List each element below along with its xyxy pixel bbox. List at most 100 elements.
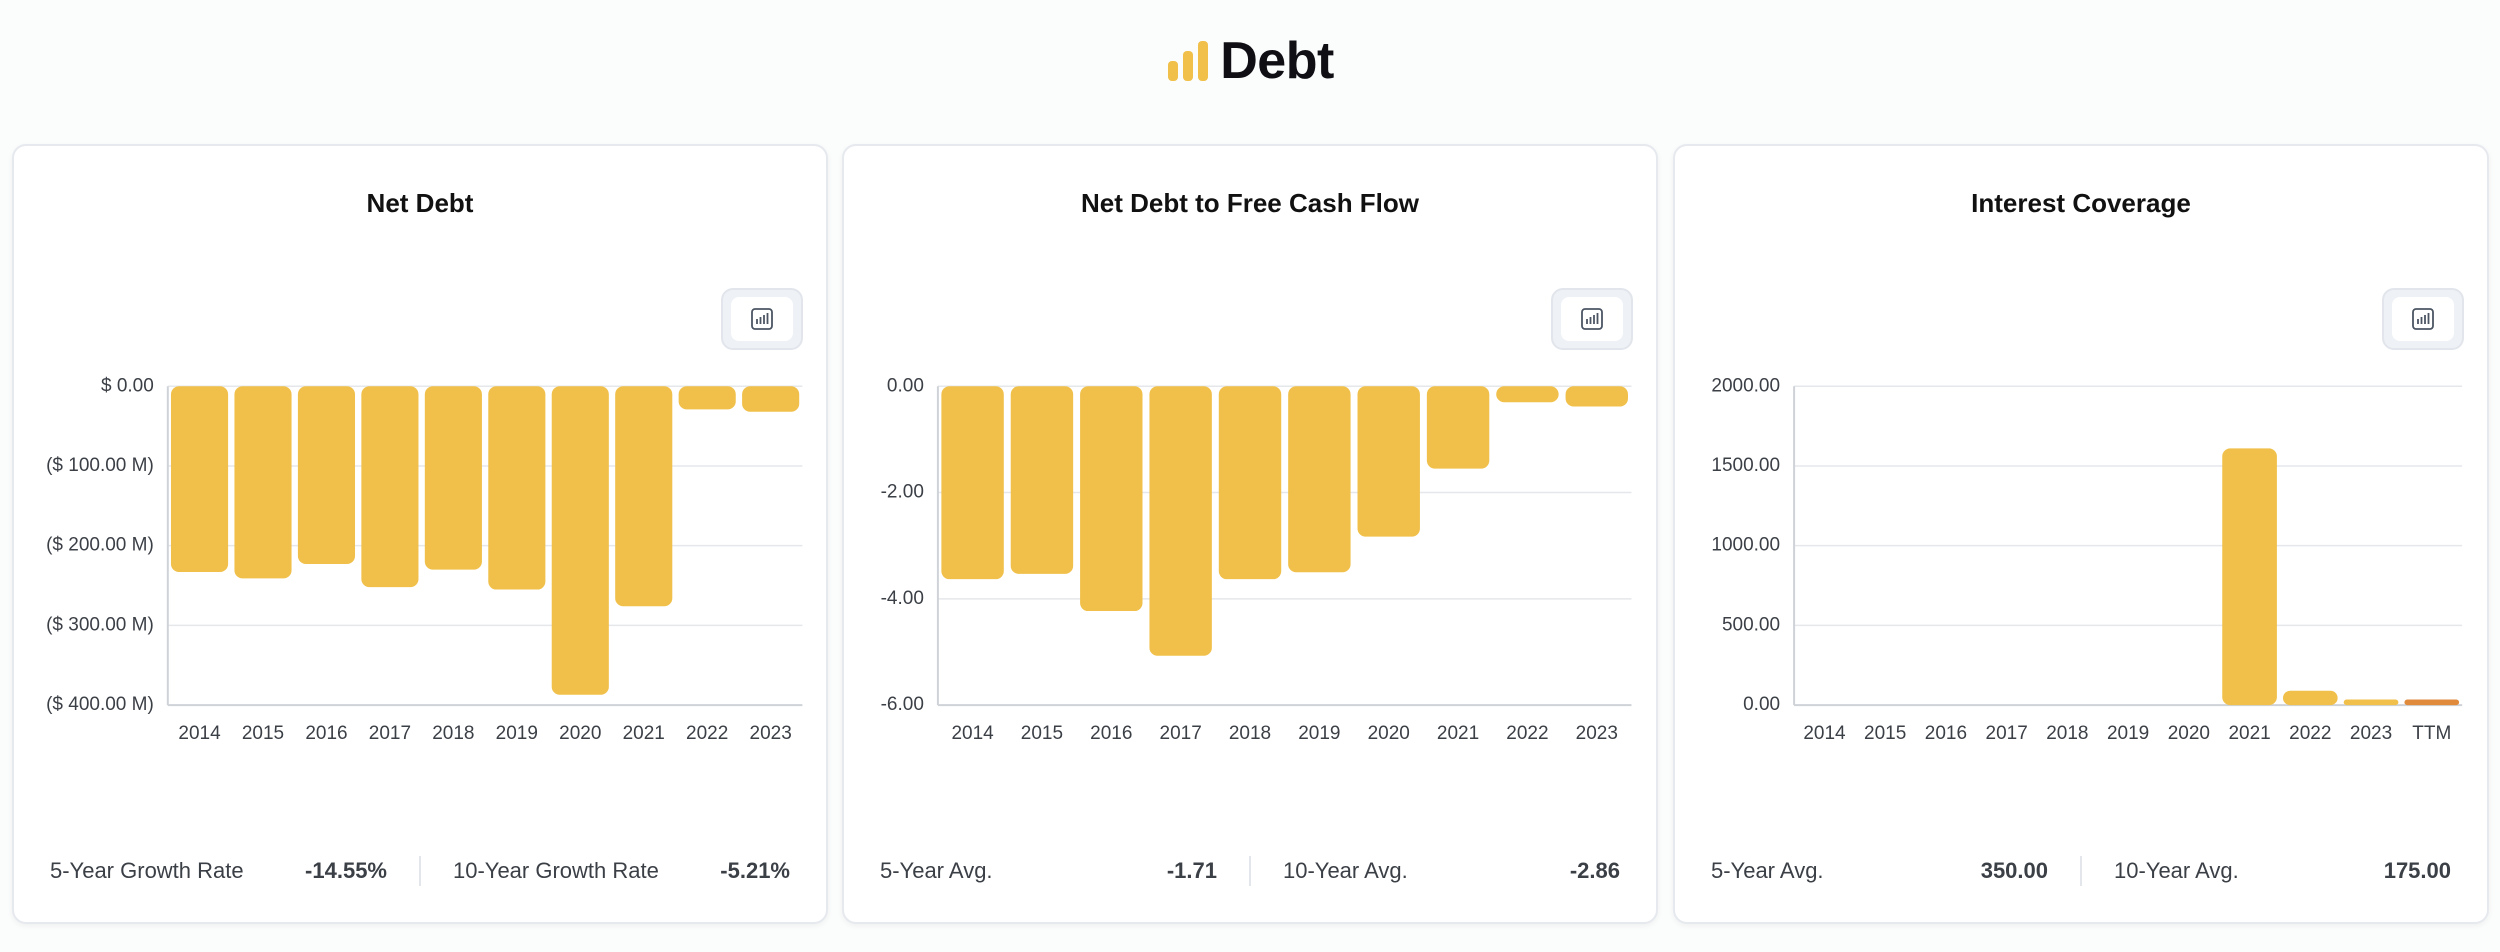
bar: [1565, 386, 1628, 407]
bar: [2282, 690, 2338, 706]
stat-value: -5.21%: [720, 858, 790, 883]
card-title: Interest Coverage: [1971, 188, 2191, 218]
x-tick-label: 2016: [1925, 723, 1967, 744]
chart-icon: [751, 308, 773, 330]
bar: [742, 386, 800, 412]
bar: [2222, 448, 2277, 706]
chart-toggle-button[interactable]: [1551, 288, 1633, 350]
x-tick-label: 2014: [178, 723, 221, 744]
stat-value: -1.71: [1166, 858, 1217, 883]
interest-coverage-chart: 2000.00 1500.00 1000.00 500.00 0.00 2014 2015 2…: [1711, 375, 2463, 744]
x-tick-label: 2022: [2289, 723, 2331, 744]
y-tick-label: -4.00: [881, 588, 924, 609]
bar: [1218, 386, 1282, 580]
x-tick-label: 2020: [1368, 723, 1410, 744]
stat-label: 5-Year Avg.: [1711, 858, 1824, 883]
x-tick-label: 2023: [1576, 723, 1618, 744]
x-tick-label: 2016: [1090, 723, 1132, 744]
stat-value: 350.00: [1980, 858, 2048, 883]
net-debt-chart: $ 0.00 ($ 100.00 M) ($ 200.00 M) ($ 300.00 …: [46, 375, 803, 744]
x-tick-label: 2023: [750, 723, 792, 744]
x-tick-label: TTM: [2412, 723, 2451, 744]
bar: [1149, 386, 1212, 656]
x-tick-label: 2017: [1986, 723, 2028, 744]
x-tick-label: 2017: [369, 723, 411, 744]
x-tick-label: 2021: [2228, 723, 2270, 744]
stat-label: 10-Year Avg.: [1283, 858, 1408, 883]
x-tick-label: 2015: [1021, 723, 1063, 744]
x-tick-label: 2015: [242, 723, 284, 744]
page-title: Debt: [1220, 32, 1334, 90]
bar: [615, 386, 673, 607]
y-tick-label: ($ 300.00 M): [46, 614, 154, 635]
card-footer: 5-Year Avg. 350.00 10-Year Avg. 175.00: [1711, 854, 2451, 888]
divider: [419, 856, 421, 886]
bar: [2404, 699, 2460, 706]
bar: [170, 386, 229, 572]
page-header: Debt: [0, 26, 2500, 96]
y-tick-label: 0.00: [887, 375, 924, 396]
bar: [1080, 386, 1143, 612]
net-debt-card: $ 0.00 ($ 100.00 M) ($ 200.00 M) ($ 300.00 …: [12, 144, 828, 924]
bar: [297, 386, 356, 565]
x-tick-label: 2021: [623, 723, 665, 744]
bar: [488, 386, 546, 590]
x-tick-label: 2020: [2168, 723, 2210, 744]
y-tick-label: 500.00: [1722, 614, 1780, 635]
x-tick-label: 2018: [432, 723, 474, 744]
y-tick-label: 1000.00: [1711, 535, 1780, 556]
stat-label: 10-Year Growth Rate: [453, 858, 659, 883]
card-footer: 5-Year Avg. -1.71 10-Year Avg. -2.86: [880, 854, 1620, 888]
x-tick-label: 2018: [1229, 723, 1271, 744]
bar: [1426, 386, 1490, 469]
x-tick-label: 2020: [559, 723, 601, 744]
y-tick-label: -6.00: [881, 694, 924, 715]
chart-icon: [2412, 308, 2434, 330]
y-tick-label: $ 0.00: [101, 375, 154, 396]
bar-chart-logo-icon: [1168, 41, 1209, 81]
x-tick-label: 2014: [951, 723, 994, 744]
stat-value: 175.00: [2383, 858, 2451, 883]
x-tick-label: 2022: [1506, 723, 1548, 744]
bar: [941, 386, 1004, 580]
x-tick-label: 2018: [2046, 723, 2088, 744]
bar: [234, 386, 292, 579]
y-tick-label: 0.00: [1743, 694, 1780, 715]
bar: [1288, 386, 1351, 573]
y-tick-label: ($ 400.00 M): [46, 694, 154, 715]
x-tick-label: 2022: [686, 723, 728, 744]
chart-toggle-button[interactable]: [2382, 288, 2464, 350]
card-title: Net Debt: [366, 188, 474, 218]
stat-label: 10-Year Avg.: [2114, 858, 2239, 883]
stat-label: 5-Year Avg.: [880, 858, 993, 883]
bar: [1496, 386, 1559, 403]
x-tick-label: 2019: [496, 723, 538, 744]
divider: [2080, 856, 2082, 886]
chart-toggle-button[interactable]: [721, 288, 803, 350]
card-footer: 5-Year Growth Rate -14.55% 10-Year Growt…: [50, 854, 790, 888]
x-tick-label: 2014: [1803, 723, 1846, 744]
x-tick-label: 2019: [1298, 723, 1340, 744]
y-tick-label: 1500.00: [1711, 455, 1780, 476]
x-tick-label: 2015: [1864, 723, 1906, 744]
x-tick-label: 2019: [2107, 723, 2149, 744]
y-tick-label: ($ 200.00 M): [46, 535, 154, 556]
bar: [361, 386, 419, 588]
bar: [1357, 386, 1420, 537]
x-tick-label: 2023: [2350, 723, 2392, 744]
bar: [678, 386, 736, 410]
stat-value: -2.86: [1569, 858, 1620, 883]
stat-value: -14.55%: [305, 858, 387, 883]
x-tick-label: 2017: [1160, 723, 1202, 744]
net-debt-to-fcf-chart: 0.00 -2.00 -4.00 -6.00 2014 2015 2016 2017 2018 2…: [881, 375, 1632, 744]
y-tick-label: 2000.00: [1711, 375, 1780, 396]
bar: [2343, 699, 2399, 706]
bar: [551, 386, 609, 695]
x-tick-label: 2021: [1437, 723, 1479, 744]
x-tick-label: 2016: [305, 723, 347, 744]
net-debt-to-fcf-card: 0.00 -2.00 -4.00 -6.00 2014 2015 2016 2017 2018 2…: [842, 144, 1658, 924]
y-tick-label: -2.00: [881, 482, 924, 503]
bar: [424, 386, 482, 570]
interest-coverage-card: 2000.00 1500.00 1000.00 500.00 0.00 2014 2015 2…: [1673, 144, 2489, 924]
divider: [1249, 856, 1251, 886]
